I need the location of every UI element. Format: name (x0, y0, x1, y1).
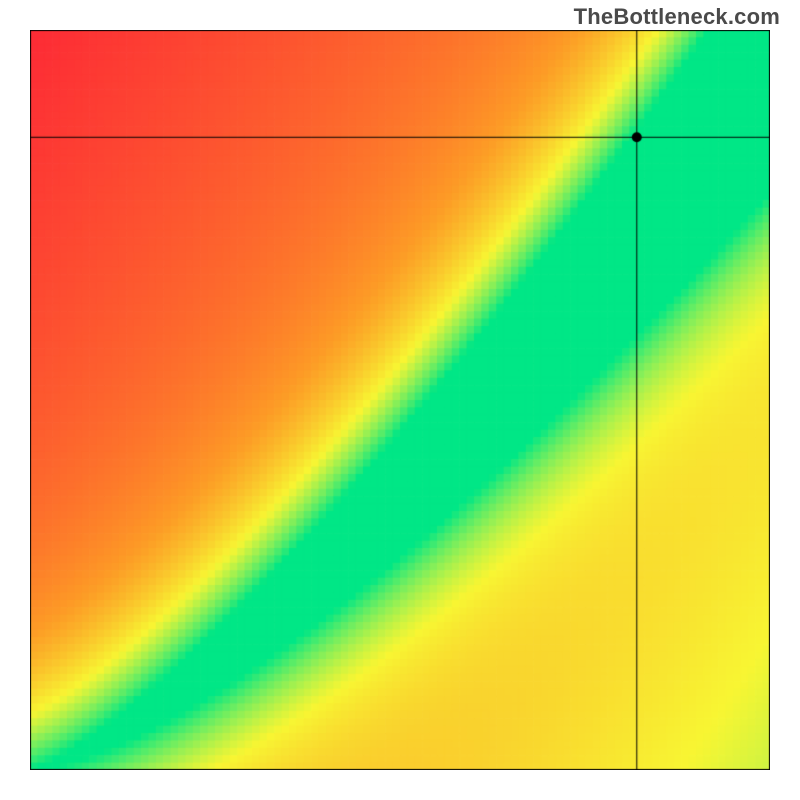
bottleneck-heatmap (30, 30, 770, 770)
chart-container: { "watermark": "TheBottleneck.com", "cha… (0, 0, 800, 800)
watermark-text: TheBottleneck.com (574, 4, 780, 30)
